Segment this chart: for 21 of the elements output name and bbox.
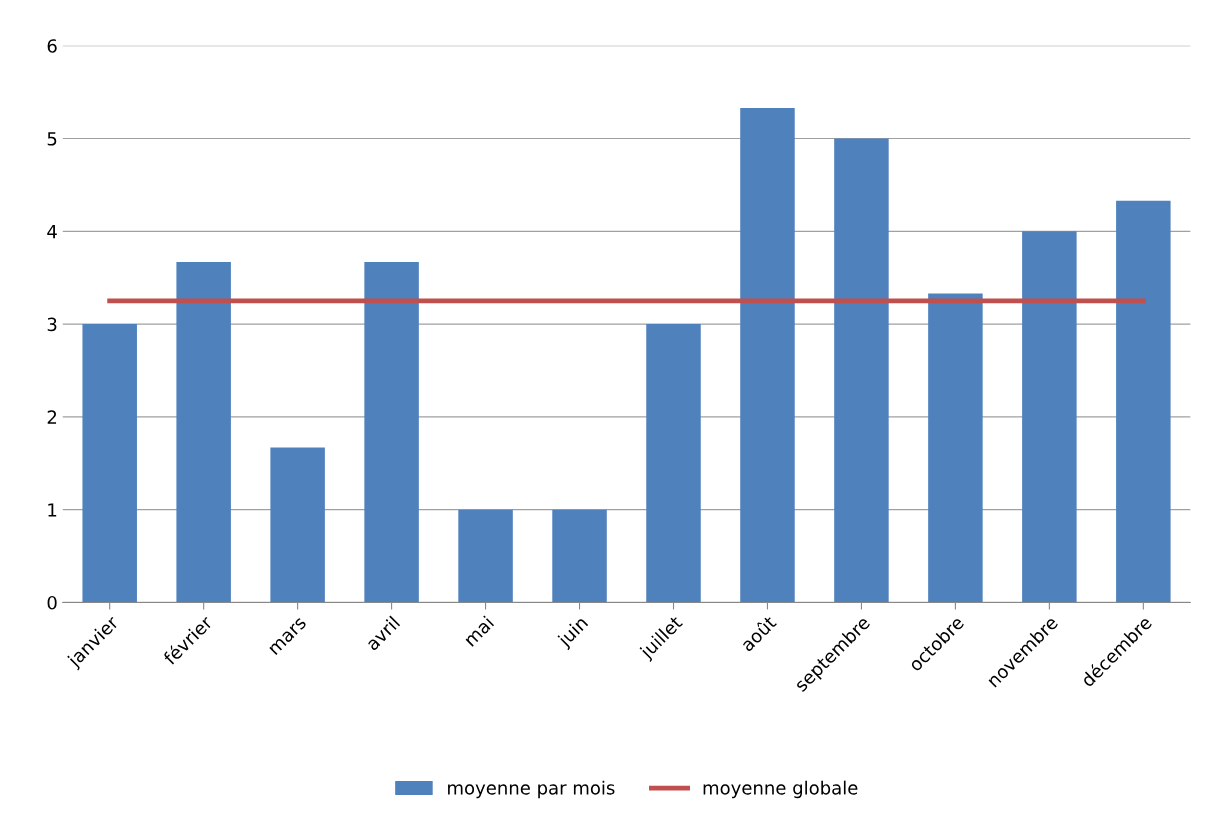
legend-label: moyenne par mois [448, 780, 615, 799]
bar [552, 509, 607, 603]
bar [82, 324, 137, 603]
bar [928, 293, 983, 603]
bar [740, 107, 795, 603]
legend-label: moyenne globale [703, 780, 858, 799]
y-tick-label: 2 [47, 410, 57, 424]
bar [176, 261, 231, 603]
y-tick-label: 6 [47, 39, 57, 53]
bar [834, 138, 889, 603]
y-tick-label: 4 [47, 224, 57, 239]
y-tick-label: 1 [48, 503, 57, 517]
y-tick-label: 5 [47, 132, 57, 146]
bar [458, 509, 513, 603]
bar [270, 447, 325, 603]
bar [1116, 200, 1171, 603]
bar [1022, 231, 1077, 603]
bar [646, 324, 701, 603]
y-tick-label: 0 [47, 595, 57, 610]
y-tick-label: 3 [47, 317, 57, 332]
bar [364, 261, 419, 603]
